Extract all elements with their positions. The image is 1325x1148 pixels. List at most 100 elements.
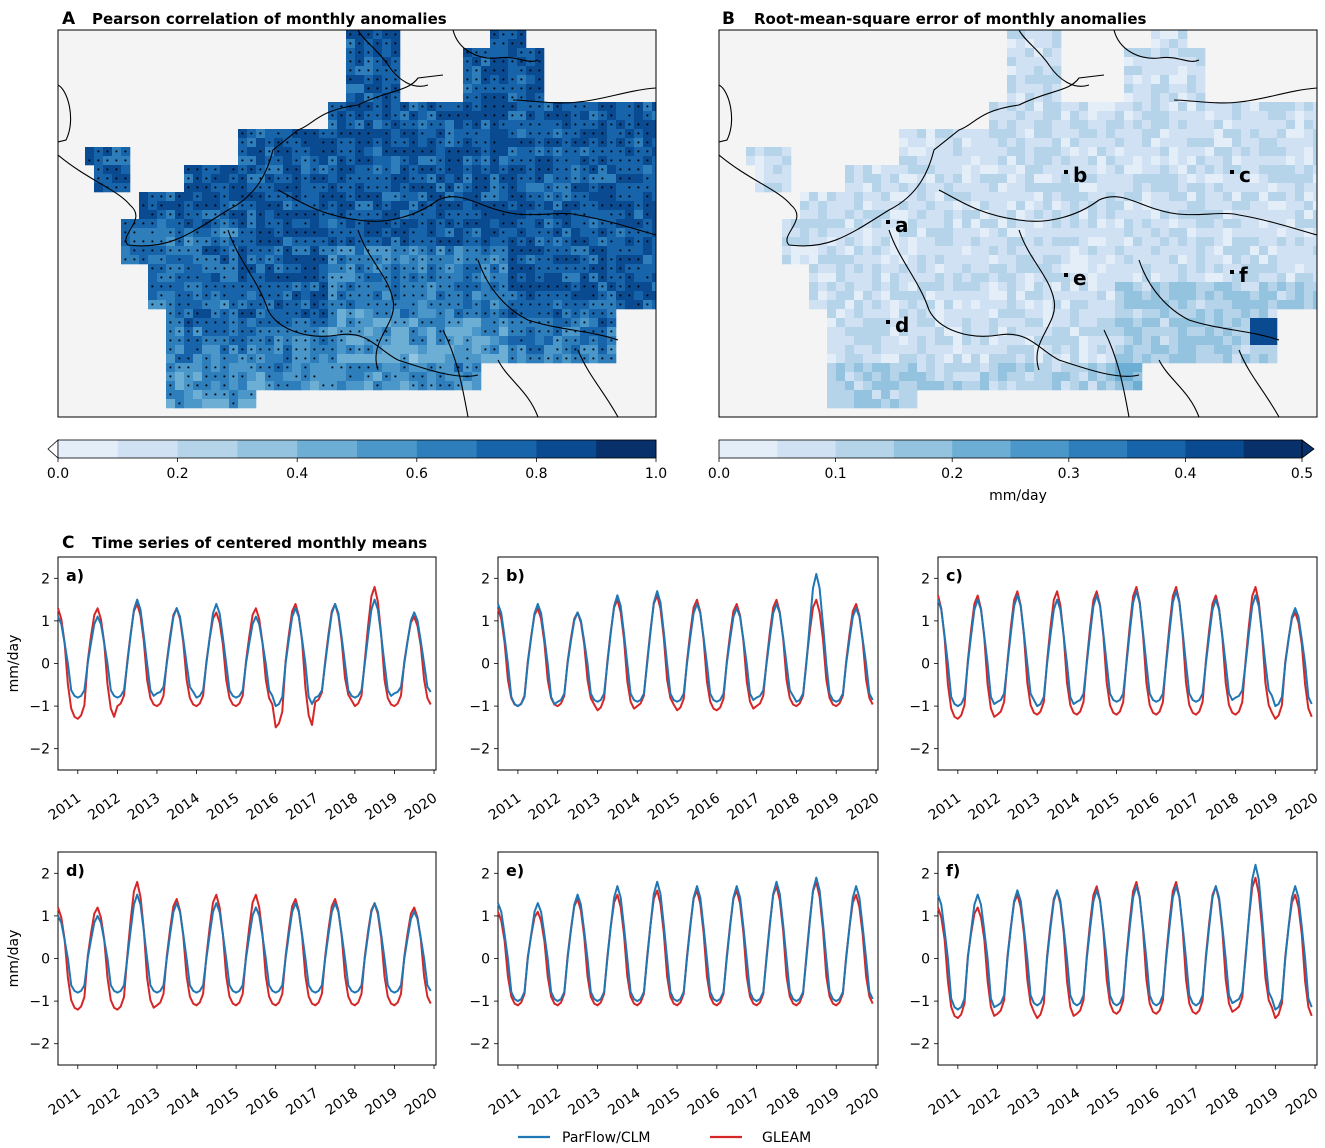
- grid-cell: [1187, 345, 1197, 355]
- grid-cell: [1223, 255, 1233, 265]
- significance-dot: [403, 357, 406, 360]
- grid-cell: [1133, 57, 1143, 67]
- grid-cell: [863, 309, 873, 319]
- grid-cell: [989, 183, 999, 193]
- grid-cell: [827, 210, 837, 220]
- grid-cell: [256, 372, 266, 382]
- significance-dot: [520, 141, 523, 144]
- grid-cell: [854, 327, 864, 337]
- grid-cell: [643, 264, 653, 274]
- grid-cell: [1124, 255, 1134, 265]
- significance-dot: [214, 393, 217, 396]
- grid-cell: [1187, 84, 1197, 94]
- significance-dot: [358, 42, 361, 45]
- significance-dot: [223, 375, 226, 378]
- significance-dot: [511, 168, 514, 171]
- grid-cell: [1250, 237, 1260, 247]
- significance-dot: [511, 186, 514, 189]
- significance-dot: [592, 141, 595, 144]
- grid-cell: [1106, 129, 1116, 139]
- grid-cell: [890, 228, 900, 238]
- significance-dot: [439, 312, 442, 315]
- grid-cell: [917, 237, 927, 247]
- grid-cell: [998, 336, 1008, 346]
- grid-cell: [944, 174, 954, 184]
- grid-cell: [1304, 192, 1314, 202]
- grid-cell: [1007, 336, 1017, 346]
- grid-cell: [1160, 57, 1170, 67]
- grid-cell: [1043, 264, 1053, 274]
- grid-cell: [1169, 282, 1179, 292]
- significance-dot: [196, 294, 199, 297]
- grid-cell: [1025, 156, 1035, 166]
- significance-dot: [439, 276, 442, 279]
- grid-cell: [1070, 138, 1080, 148]
- grid-cell: [998, 102, 1008, 112]
- grid-cell: [247, 381, 257, 391]
- grid-cell: [373, 120, 383, 130]
- grid-cell: [1025, 363, 1035, 373]
- grid-cell: [881, 345, 891, 355]
- grid-cell: [890, 345, 900, 355]
- significance-dot: [241, 222, 244, 225]
- grid-cell: [1268, 165, 1278, 175]
- grid-cell: [917, 255, 927, 265]
- grid-cell: [845, 273, 855, 283]
- grid-cell: [1151, 111, 1161, 121]
- grid-cell: [809, 264, 819, 274]
- grid-cell: [1304, 165, 1314, 175]
- significance-dot: [628, 285, 631, 288]
- grid-cell: [1133, 111, 1143, 121]
- grid-cell: [1214, 345, 1224, 355]
- significance-dot: [448, 222, 451, 225]
- grid-cell: [481, 354, 491, 364]
- grid-cell: [1205, 246, 1215, 256]
- significance-dot: [115, 177, 118, 180]
- grid-cell: [1043, 237, 1053, 247]
- grid-cell: [1178, 93, 1188, 103]
- significance-dot: [430, 249, 433, 252]
- significance-dot: [637, 303, 640, 306]
- grid-cell: [971, 327, 981, 337]
- significance-dot: [196, 276, 199, 279]
- grid-cell: [1061, 273, 1071, 283]
- grid-cell: [1016, 75, 1026, 85]
- grid-cell: [953, 138, 963, 148]
- significance-dot: [385, 177, 388, 180]
- grid-cell: [818, 255, 828, 265]
- significance-dot: [493, 114, 496, 117]
- significance-dot: [493, 87, 496, 90]
- grid-cell: [1268, 309, 1278, 319]
- grid-cell: [1142, 327, 1152, 337]
- grid-cell: [1043, 84, 1053, 94]
- significance-dot: [439, 222, 442, 225]
- significance-dot: [196, 285, 199, 288]
- significance-dot: [556, 249, 559, 252]
- grid-cell: [1250, 228, 1260, 238]
- grid-cell: [1007, 327, 1017, 337]
- grid-cell: [1196, 201, 1206, 211]
- grid-cell: [526, 183, 536, 193]
- grid-cell: [1034, 300, 1044, 310]
- significance-dot: [565, 168, 568, 171]
- significance-dot: [583, 105, 586, 108]
- grid-cell: [1259, 111, 1269, 121]
- significance-dot: [547, 357, 550, 360]
- grid-cell: [1268, 111, 1278, 121]
- grid-cell: [998, 156, 1008, 166]
- significance-dot: [358, 60, 361, 63]
- significance-dot: [637, 285, 640, 288]
- significance-dot: [160, 294, 163, 297]
- significance-dot: [367, 231, 370, 234]
- grid-cell: [652, 246, 656, 256]
- grid-cell: [607, 246, 617, 256]
- grid-cell: [625, 219, 635, 229]
- significance-dot: [574, 249, 577, 252]
- significance-dot: [277, 195, 280, 198]
- grid-cell: [944, 183, 954, 193]
- grid-cell: [319, 354, 329, 364]
- grid-cell: [899, 327, 909, 337]
- significance-dot: [484, 150, 487, 153]
- grid-cell: [1151, 147, 1161, 157]
- significance-dot: [250, 393, 253, 396]
